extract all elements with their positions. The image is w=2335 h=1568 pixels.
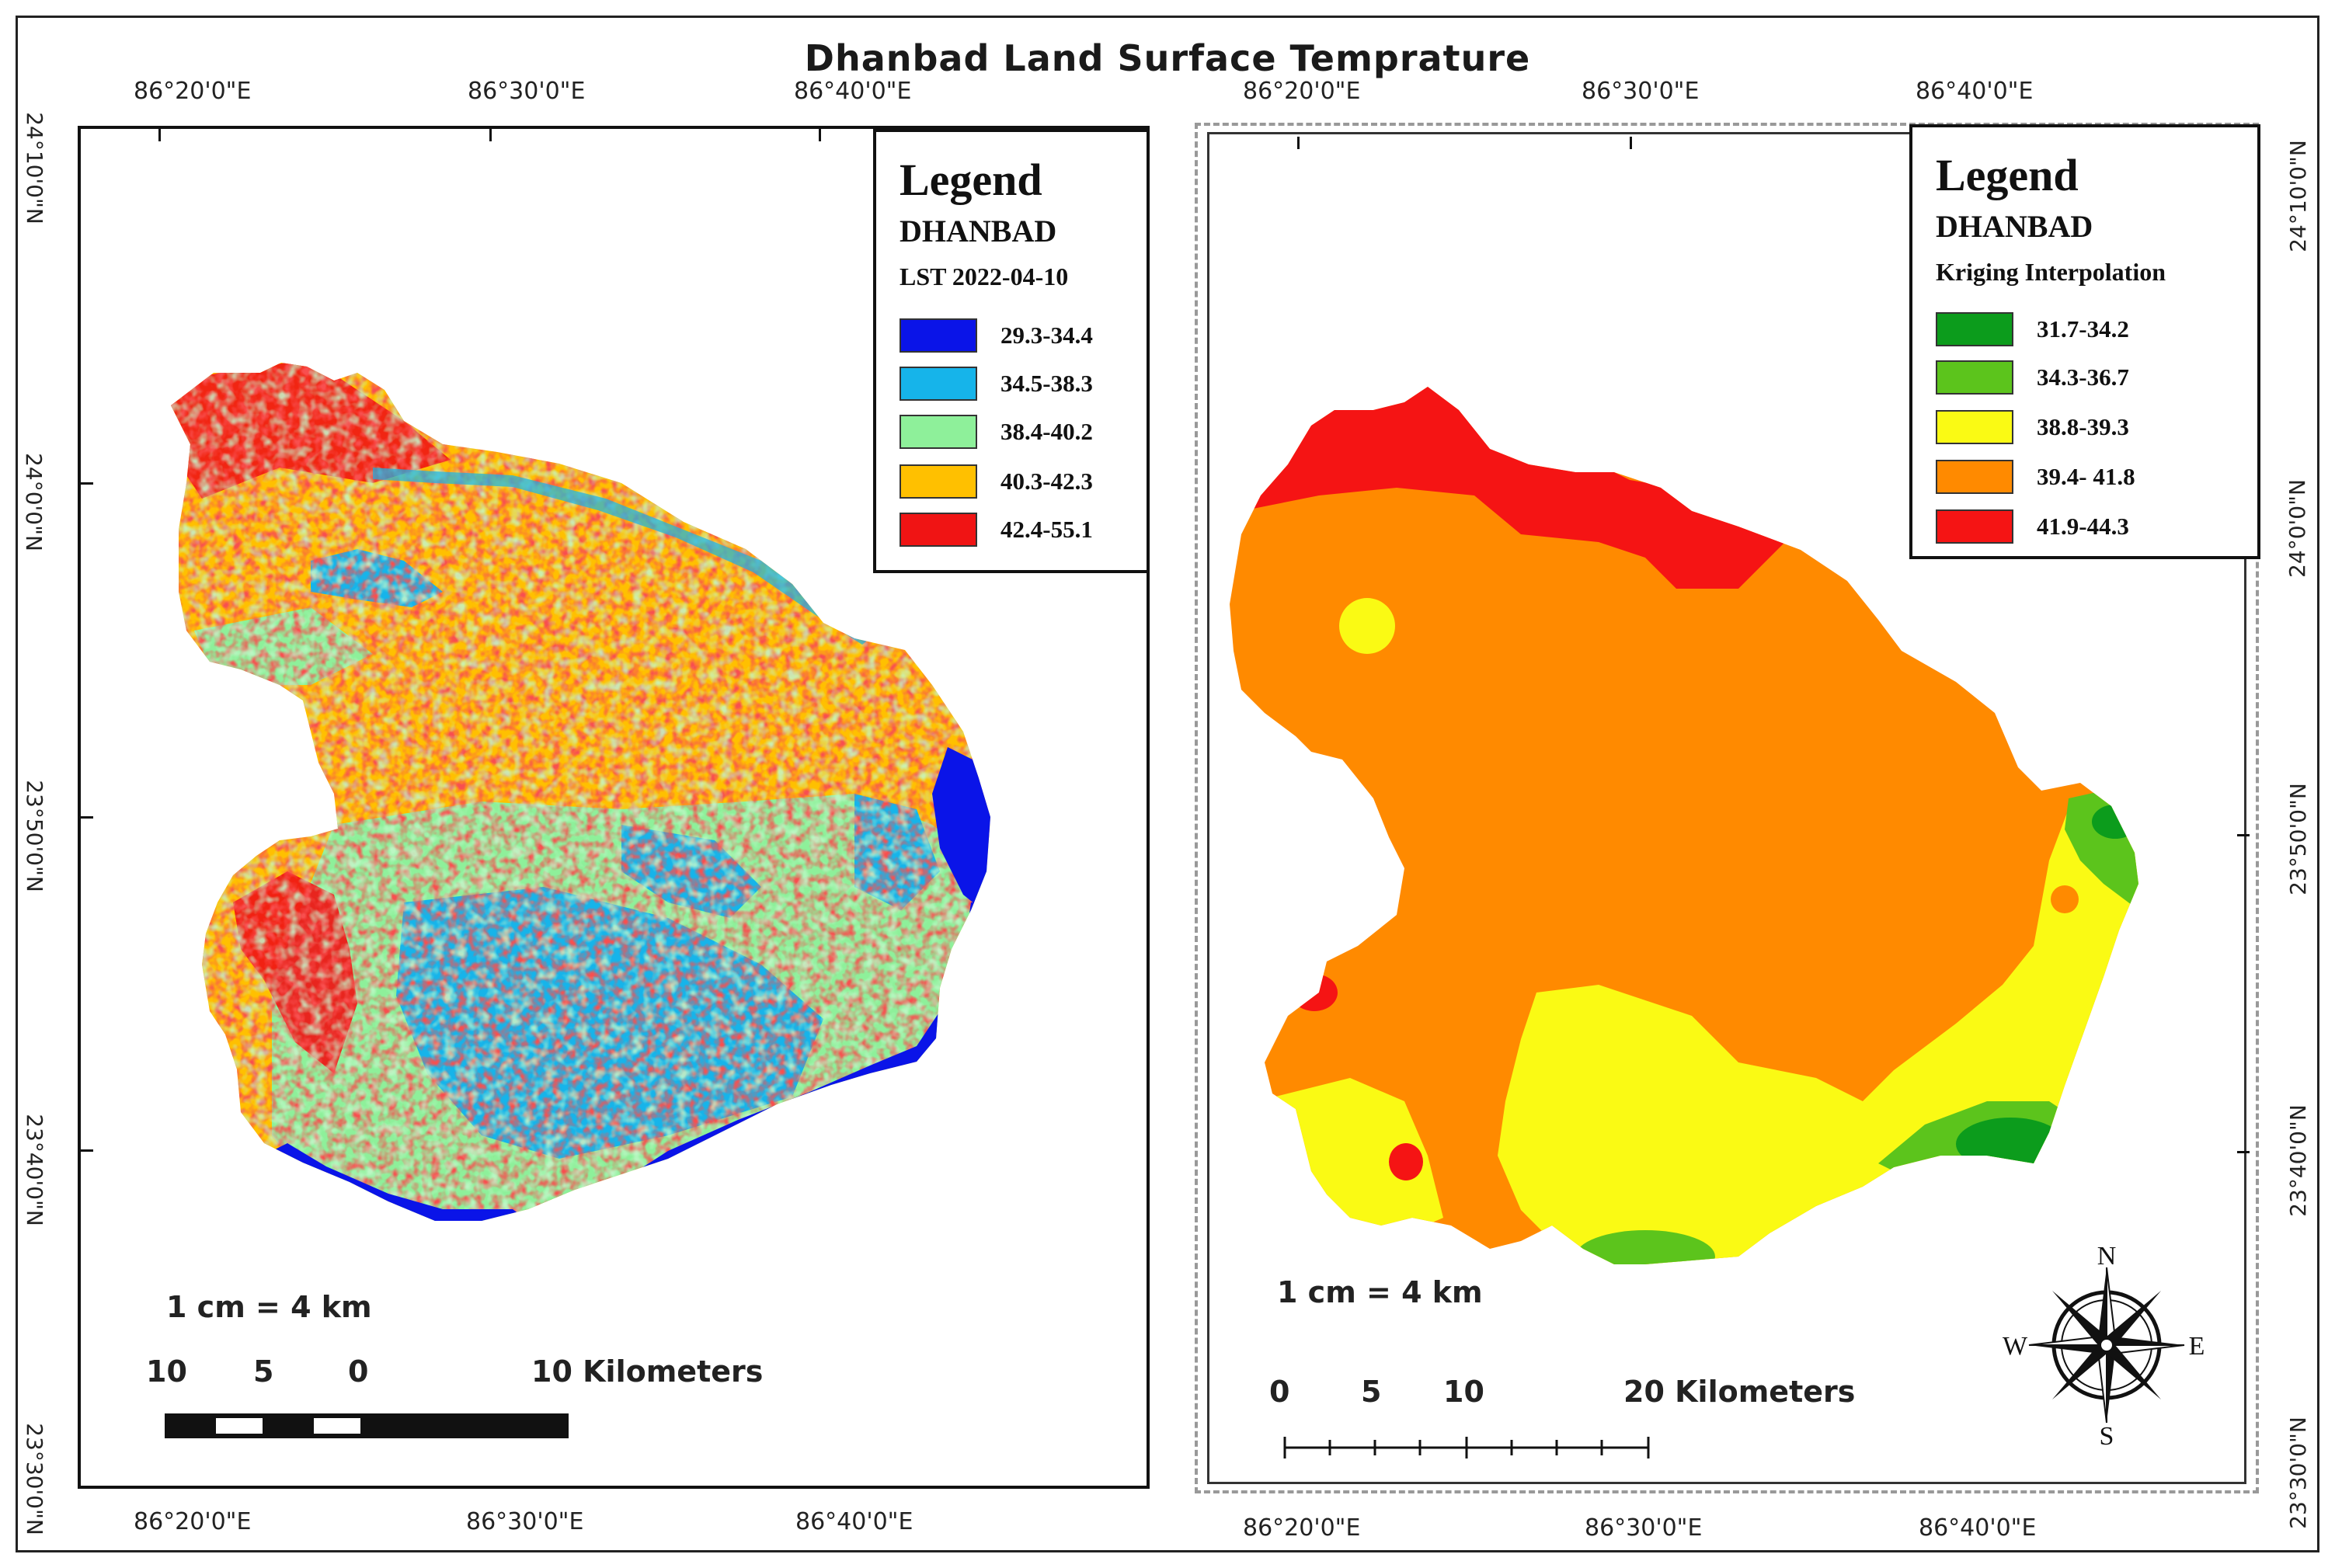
lon-label-top-left-3: 86°40'0"E	[794, 78, 912, 105]
legend-item: 41.9-44.3	[1936, 509, 2192, 544]
scale-bar	[1283, 1437, 1650, 1458]
scale-ratio: 1 cm = 4 km	[1277, 1275, 1483, 1309]
legend-label: 39.4- 41.8	[2037, 463, 2135, 490]
lst-legend: Legend DHANBAD LST 2022-04-10 29.3-34.4 …	[873, 129, 1150, 573]
scale-label: 5	[1361, 1375, 1382, 1409]
legend-label: 31.7-34.2	[2037, 315, 2129, 342]
lat-label-left-3: 23°50'0"N	[21, 780, 47, 892]
tick	[489, 129, 492, 141]
lst-raster-map	[171, 363, 990, 1221]
kriging-map-frame	[1207, 132, 2246, 1484]
scale-label: 0	[348, 1354, 369, 1389]
legend-item: 42.4-55.1	[900, 513, 1156, 547]
scale-label: 0	[1269, 1375, 1290, 1409]
legend-item: 31.7-34.2	[1936, 312, 2192, 346]
compass-s: S	[2100, 1422, 2114, 1451]
tick	[81, 482, 93, 485]
legend-label: 34.3-36.7	[2037, 363, 2129, 391]
legend-swatch	[900, 318, 977, 353]
lat-label-right-1: 24°10'0"N	[2285, 140, 2311, 252]
legend-subtitle: DHANBAD	[900, 214, 1057, 249]
lon-label-bottom-left-3: 86°40'0"E	[795, 1508, 913, 1535]
legend-item: 40.3-42.3	[900, 464, 1156, 499]
kriging-map	[1230, 387, 2138, 1264]
lst-map-panel: Legend DHANBAD LST 2022-04-10 29.3-34.4 …	[78, 126, 1150, 1489]
lat-label-left-4: 23°40'0"N	[21, 1114, 47, 1226]
scale-ratio: 1 cm = 4 km	[166, 1290, 372, 1324]
legend-swatch	[1936, 460, 2013, 494]
lat-label-left-2: 24°0'0"N	[20, 453, 47, 551]
lat-label-right-4: 23°40'0"N	[2285, 1104, 2311, 1217]
legend-label: 40.3-42.3	[1000, 468, 1093, 495]
scale-label: 10 Kilometers	[531, 1354, 764, 1389]
legend-swatch	[900, 367, 977, 401]
lon-label-bottom-right-1: 86°20'0"E	[1243, 1514, 1361, 1542]
lon-label-bottom-left-2: 86°30'0"E	[466, 1508, 584, 1535]
scale-label: 10	[1443, 1375, 1484, 1409]
legend-swatch	[1936, 360, 2013, 395]
lon-label-top-left-1: 86°20'0"E	[134, 78, 252, 105]
scale-bar	[165, 1413, 569, 1438]
lat-label-right-5: 23°30'0"N	[2285, 1417, 2311, 1529]
lat-label-left-5: 23°30'0"N	[21, 1423, 47, 1535]
tick	[1630, 137, 1632, 149]
legend-label: 34.5-38.3	[1000, 370, 1093, 397]
legend-item: 29.3-34.4	[900, 318, 1156, 353]
tick	[81, 816, 93, 819]
legend-label: 42.4-55.1	[1000, 516, 1093, 543]
legend-item: 39.4- 41.8	[1936, 460, 2192, 494]
lon-label-top-right-2: 86°30'0"E	[1582, 78, 1700, 105]
kriging-legend: Legend DHANBAD Kriging Interpolation 31.…	[1909, 124, 2260, 559]
legend-swatch	[1936, 312, 2013, 346]
compass-rose-icon: N S E W	[2003, 1242, 2205, 1451]
legend-title: Legend	[1936, 150, 2079, 200]
lat-label-left-1: 24°10'0"N	[21, 112, 47, 224]
legend-title: Legend	[900, 155, 1042, 205]
legend-swatch	[900, 415, 977, 449]
lat-label-right-2: 24°0'0"N	[2284, 479, 2310, 578]
lon-label-bottom-right-3: 86°40'0"E	[1919, 1514, 2037, 1542]
scale-label: 10	[146, 1354, 187, 1389]
tick	[819, 129, 821, 141]
legend-swatch	[900, 513, 977, 547]
compass-e: E	[2189, 1332, 2205, 1361]
legend-item: 38.4-40.2	[900, 415, 1156, 449]
legend-item: 34.5-38.3	[900, 367, 1156, 401]
legend-layer-name: Kriging Interpolation	[1936, 258, 2166, 286]
tick	[81, 1149, 93, 1152]
lon-label-bottom-right-2: 86°30'0"E	[1585, 1514, 1703, 1542]
lat-label-right-3: 23°50'0"N	[2285, 783, 2311, 895]
figure-frame	[16, 16, 2319, 1552]
compass-w: W	[2003, 1332, 2028, 1361]
tick	[2237, 1151, 2250, 1153]
legend-layer-name: LST 2022-04-10	[900, 262, 1069, 290]
legend-label: 41.9-44.3	[2037, 513, 2129, 540]
legend-label: 38.8-39.3	[2037, 413, 2129, 440]
scale-label: 20 Kilometers	[1623, 1375, 1856, 1409]
scale-label: 5	[253, 1354, 274, 1389]
legend-label: 38.4-40.2	[1000, 418, 1093, 445]
legend-swatch	[1936, 410, 2013, 444]
legend-swatch	[1936, 509, 2013, 544]
kriging-map-panel: Legend DHANBAD Kriging Interpolation 31.…	[1195, 123, 2260, 1493]
lon-label-top-right-1: 86°20'0"E	[1243, 78, 1361, 105]
legend-item: 38.8-39.3	[1936, 410, 2192, 444]
lon-label-top-right-3: 86°40'0"E	[1916, 78, 2034, 105]
tick	[1297, 137, 1300, 149]
legend-label: 29.3-34.4	[1000, 322, 1093, 349]
figure-title: Dhanbad Land Surface Temprature	[804, 37, 1531, 79]
compass-n: N	[2097, 1242, 2117, 1271]
tick	[158, 129, 161, 141]
tick	[2237, 834, 2250, 836]
lon-label-bottom-left-1: 86°20'0"E	[134, 1508, 252, 1535]
legend-item: 34.3-36.7	[1936, 360, 2192, 395]
legend-swatch	[900, 464, 977, 499]
lon-label-top-left-2: 86°30'0"E	[468, 78, 586, 105]
legend-subtitle: DHANBAD	[1936, 209, 2093, 244]
